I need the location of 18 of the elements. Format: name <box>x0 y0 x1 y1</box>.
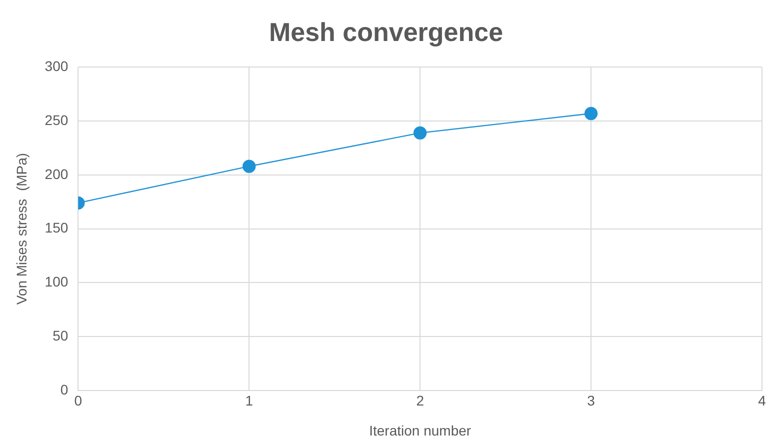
y-tick-label: 0 <box>60 381 68 398</box>
x-axis-title: Iteration number <box>369 422 472 438</box>
x-tick-label: 0 <box>74 392 82 409</box>
y-tick-label: 150 <box>44 220 68 236</box>
point <box>584 106 598 120</box>
y-axis-title: Von Mises stress (MPa) <box>13 152 30 305</box>
x-tick-label: 4 <box>758 392 766 409</box>
point <box>242 160 256 173</box>
y-tick-label: 300 <box>44 58 68 74</box>
x-tick-label: 1 <box>245 392 254 409</box>
y-tick-label: 250 <box>44 112 68 128</box>
y-tick-label: 100 <box>44 274 68 290</box>
y-tick-label: 50 <box>52 327 68 344</box>
chart-title: Mesh convergence <box>268 16 504 47</box>
point <box>413 126 427 140</box>
y-tick-label: 200 <box>44 166 68 182</box>
x-tick-label: 2 <box>416 392 424 409</box>
x-tick-label: 3 <box>587 392 596 409</box>
